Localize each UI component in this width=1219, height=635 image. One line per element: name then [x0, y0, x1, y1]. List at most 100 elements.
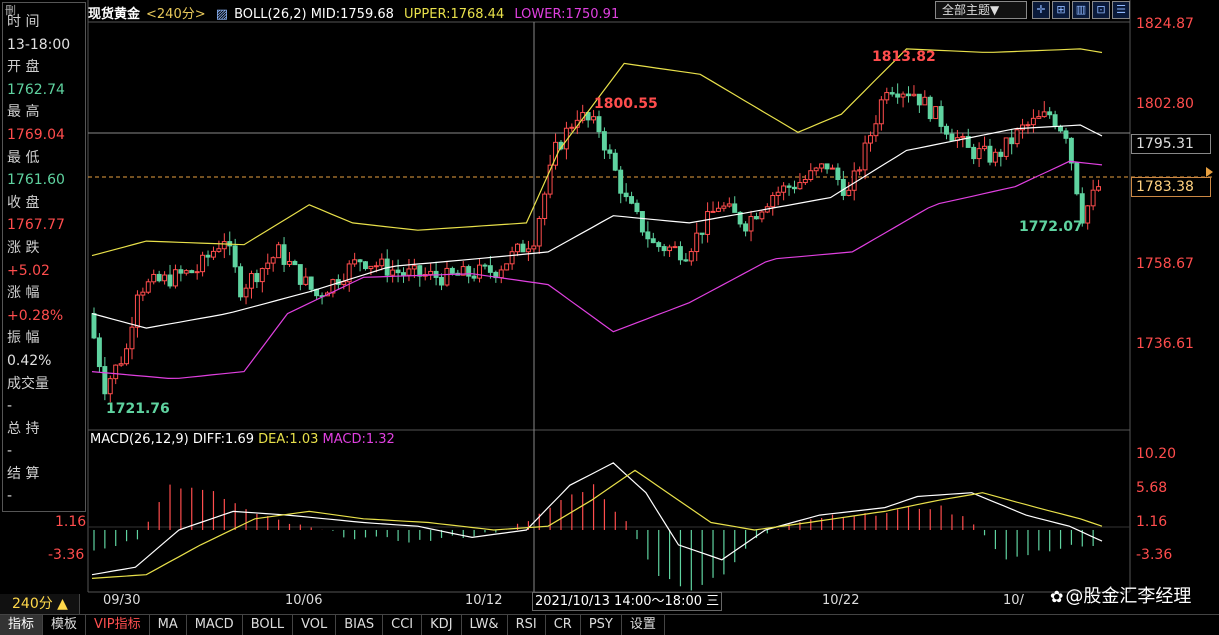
tab-vol[interactable]: VOL	[293, 614, 337, 635]
macd-name[interactable]: MACD(26,12,9)	[90, 432, 189, 447]
high-value: 1769.04	[7, 126, 65, 143]
volume-label: 成交量	[7, 375, 49, 392]
candle-body	[906, 93, 911, 97]
tab-vip-indicator[interactable]: VIP指标	[86, 614, 150, 635]
candle-body	[868, 135, 873, 144]
candle-body	[878, 99, 884, 125]
candle-body	[759, 211, 765, 220]
watermark-logo-icon: ✿	[1050, 587, 1064, 606]
candle-body	[520, 243, 526, 253]
candle-body	[916, 93, 922, 106]
tab-macd[interactable]: MACD	[187, 614, 243, 635]
period-select[interactable]: 240分 ▲	[0, 594, 80, 614]
candle-body	[449, 267, 455, 274]
candle-body	[862, 142, 868, 171]
candle-body	[710, 210, 716, 213]
candle-body	[656, 242, 662, 248]
candle-body	[835, 167, 841, 180]
watermark-text: @股金汇李经理	[1065, 586, 1192, 607]
macd-tick: 1.16	[1136, 514, 1168, 530]
split-icon[interactable]: ⊡	[1092, 1, 1110, 19]
candle-body	[113, 364, 119, 380]
theme-select[interactable]: 全部主题▼	[935, 1, 1027, 19]
candle-body	[134, 294, 140, 328]
candle-body	[911, 93, 917, 97]
boll-lower-line	[91, 160, 1103, 380]
high-annotation: 1813.82	[872, 49, 936, 65]
candle-body	[390, 269, 396, 276]
tab-settings[interactable]: 设置	[622, 614, 665, 635]
candle-body	[1058, 126, 1063, 132]
candle-body	[129, 326, 135, 350]
candle-body	[661, 246, 667, 252]
candle-body	[1074, 162, 1080, 195]
candle-body	[515, 243, 520, 253]
candle-body	[140, 291, 146, 296]
menu-icon[interactable]: ☰	[1112, 1, 1130, 19]
candle-body	[645, 231, 651, 240]
candle-body	[373, 265, 379, 268]
tab-boll[interactable]: BOLL	[243, 614, 294, 635]
tab-cci[interactable]: CCI	[383, 614, 423, 635]
tab-bias[interactable]: BIAS	[336, 614, 384, 635]
candle-body	[542, 193, 548, 219]
tab-psy[interactable]: PSY	[581, 614, 622, 635]
candle-body	[205, 254, 211, 258]
tab-ma[interactable]: MA	[150, 614, 187, 635]
candle-body	[401, 272, 406, 276]
candle-body	[797, 182, 803, 190]
candle-body	[982, 145, 987, 150]
price-arrow-icon	[1206, 167, 1213, 177]
instrument-title[interactable]: 现货黄金	[88, 7, 141, 22]
tab-cr[interactable]: CR	[546, 614, 581, 635]
layout-icon[interactable]: ▥	[1072, 1, 1090, 19]
candle-body	[259, 268, 265, 283]
tab-lwr[interactable]: LW&	[462, 614, 508, 635]
expand-icon[interactable]: ⊞	[1052, 1, 1070, 19]
candle-body	[1063, 130, 1069, 139]
candle-body	[428, 270, 434, 276]
candle-body	[938, 106, 944, 127]
candle-body	[482, 264, 488, 267]
candle-body	[949, 133, 955, 141]
candle-body	[417, 265, 423, 277]
candle-body	[487, 265, 493, 273]
candle-body	[1030, 117, 1036, 126]
tab-indicator[interactable]: 指标	[0, 614, 44, 635]
candle-body	[618, 169, 624, 194]
candle-body	[824, 163, 830, 170]
candle-body	[281, 244, 287, 265]
panel-close-icon[interactable]: 刪	[5, 4, 16, 17]
candle-body	[699, 232, 705, 235]
close-label: 收 盘	[7, 194, 40, 211]
tab-template[interactable]: 模板	[43, 614, 87, 635]
time-value: 13-18:00	[7, 36, 71, 53]
candle-body	[536, 217, 542, 247]
open-interest-label: 总 持	[7, 420, 40, 437]
candle-body	[357, 259, 363, 263]
crosshair-icon[interactable]: ✛	[1032, 1, 1050, 19]
date-tick: 10/06	[285, 593, 323, 608]
macd-tick-left: -3.36	[48, 547, 85, 563]
candle-body	[167, 274, 173, 287]
tab-kdj[interactable]: KDJ	[422, 614, 462, 635]
high-annotation: 1800.55	[594, 96, 658, 112]
candle-body	[276, 244, 282, 259]
candle-body	[829, 167, 835, 170]
change-value: +5.02	[7, 262, 50, 279]
candle-body	[677, 246, 683, 261]
candle-body	[444, 267, 450, 286]
candle-body	[216, 248, 222, 252]
candle-body	[363, 261, 368, 270]
tab-rsi[interactable]: RSI	[508, 614, 546, 635]
chart-type-icon[interactable]: ▨	[215, 7, 229, 22]
period-label[interactable]: <240分>	[146, 7, 206, 22]
candle-body	[210, 250, 216, 258]
price-tick: 1758.67	[1136, 256, 1194, 272]
open-interest-value: -	[7, 443, 13, 460]
candle-body	[1020, 124, 1025, 131]
candle-body	[569, 126, 575, 129]
candle-body	[1052, 114, 1058, 128]
candle-body	[781, 185, 787, 193]
